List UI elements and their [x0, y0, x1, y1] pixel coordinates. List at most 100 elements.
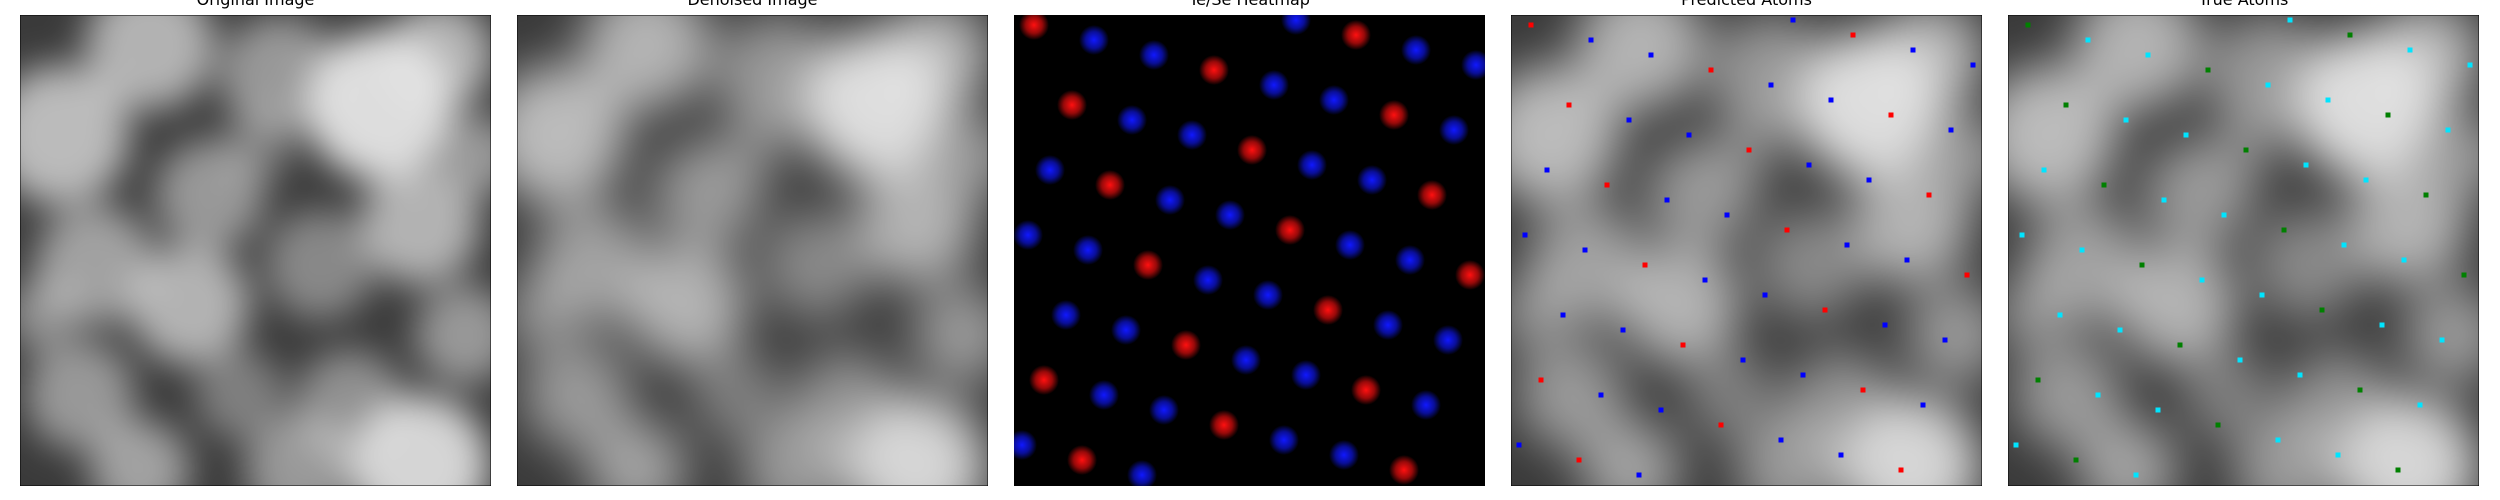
- te-peak: [1351, 375, 1381, 405]
- true-se-atom: [2297, 372, 2303, 378]
- texture-blob: [1581, 420, 1681, 486]
- texture-blob: [2428, 115, 2479, 195]
- texture-blob: [1576, 15, 1706, 110]
- predicted-se-atom: [1844, 242, 1850, 248]
- te-peak: [1389, 455, 1419, 485]
- texture-blob: [415, 285, 491, 385]
- te-peak: [1029, 365, 1059, 395]
- texture-blob: [385, 15, 491, 110]
- panel-title: Te/Se Heatmap: [1014, 0, 1485, 10]
- predicted-se-atom: [1920, 402, 1926, 408]
- panel-true-atoms: True Atoms: [2008, 0, 2479, 500]
- true-te-atom: [2025, 22, 2031, 28]
- true-te-atom: [2215, 422, 2221, 428]
- texture-blob: [265, 210, 375, 320]
- te-peak: [1237, 135, 1267, 165]
- texture-blob: [1516, 340, 1626, 450]
- true-te-atom: [2243, 147, 2249, 153]
- true-se-atom: [2019, 232, 2025, 238]
- se-peak: [1089, 380, 1119, 410]
- texture-blob: [2373, 15, 2479, 110]
- predicted-se-atom: [1626, 117, 1632, 123]
- texture-blob: [20, 65, 130, 205]
- texture-blob: [2233, 415, 2343, 486]
- predicted-te-atom: [1642, 262, 1648, 268]
- texture-blob: [742, 415, 852, 486]
- true-se-atom: [2401, 257, 2407, 263]
- texture-blob: [937, 115, 988, 195]
- se-peak: [1395, 245, 1425, 275]
- texture-blob: [25, 340, 135, 450]
- predicted-se-atom: [1522, 232, 1528, 238]
- predicted-se-atom: [1948, 127, 1954, 133]
- texture-blob: [857, 165, 977, 285]
- te-peak: [1133, 250, 1163, 280]
- texture-blob: [517, 65, 627, 205]
- predicted-se-atom: [1904, 257, 1910, 263]
- te-peak: [1275, 215, 1305, 245]
- true-se-atom: [2013, 442, 2019, 448]
- predicted-se-atom: [1582, 247, 1588, 253]
- texture-blob: [1931, 115, 1982, 195]
- true-se-atom: [2041, 167, 2047, 173]
- texture-blob: [2078, 420, 2178, 486]
- texture-blob: [1716, 110, 1786, 180]
- se-peak: [1259, 70, 1289, 100]
- texture-blob: [1621, 245, 1741, 365]
- te-peak: [1341, 20, 1371, 50]
- predicted-se-atom: [1800, 372, 1806, 378]
- texture-blob: [1686, 350, 1776, 440]
- texture-blob: [360, 165, 480, 285]
- texture-blob: [2008, 65, 2118, 205]
- predicted-se-atom: [1702, 277, 1708, 283]
- predicted-se-atom: [1970, 62, 1976, 68]
- se-peak: [1373, 310, 1403, 340]
- te-peak: [1171, 330, 1201, 360]
- se-peak: [1014, 220, 1043, 250]
- se-peak: [1127, 460, 1157, 486]
- se-peak: [1079, 25, 1109, 55]
- se-peak: [1111, 315, 1141, 345]
- predicted-se-atom: [1588, 37, 1594, 43]
- original-image: [20, 15, 491, 486]
- texture-blob: [2013, 340, 2123, 450]
- predicted-se-atom: [1828, 97, 1834, 103]
- true-se-atom: [2161, 197, 2167, 203]
- texture-blob: [2338, 395, 2478, 486]
- true-se-atom: [2155, 407, 2161, 413]
- te-peak: [1095, 170, 1125, 200]
- texture-blob: [2253, 210, 2363, 320]
- true-te-atom: [2395, 467, 2401, 473]
- predicted-se-atom: [1598, 392, 1604, 398]
- texture-blob: [2008, 280, 2063, 350]
- true-se-atom: [2467, 62, 2473, 68]
- se-peak: [1433, 325, 1463, 355]
- predicted-te-atom: [1680, 342, 1686, 348]
- predicted-se-atom: [1762, 292, 1768, 298]
- true-atoms-image: [2008, 15, 2479, 486]
- se-peak: [1215, 200, 1245, 230]
- true-se-atom: [2117, 327, 2123, 333]
- true-se-atom: [2341, 242, 2347, 248]
- predicted-se-atom: [1686, 132, 1692, 138]
- se-peak: [1117, 105, 1147, 135]
- texture-blob: [1736, 415, 1846, 486]
- true-te-atom: [2385, 112, 2391, 118]
- true-se-atom: [2417, 402, 2423, 408]
- panel-original-image: Original Image: [20, 0, 491, 500]
- texture-blob: [2118, 245, 2238, 365]
- se-peak: [1411, 390, 1441, 420]
- se-peak: [1177, 120, 1207, 150]
- true-se-atom: [2199, 277, 2205, 283]
- te-peak: [1209, 410, 1239, 440]
- panel-denoised-image: Denoised Image: [517, 0, 988, 500]
- true-se-atom: [2445, 127, 2451, 133]
- texture-blob: [20, 280, 75, 350]
- predicted-te-atom: [1888, 112, 1894, 118]
- predicted-se-atom: [1942, 337, 1948, 343]
- se-peak: [1073, 235, 1103, 265]
- true-te-atom: [2461, 272, 2467, 278]
- texture-blob: [1511, 65, 1621, 205]
- se-peak: [1281, 15, 1311, 35]
- se-peak: [1291, 360, 1321, 390]
